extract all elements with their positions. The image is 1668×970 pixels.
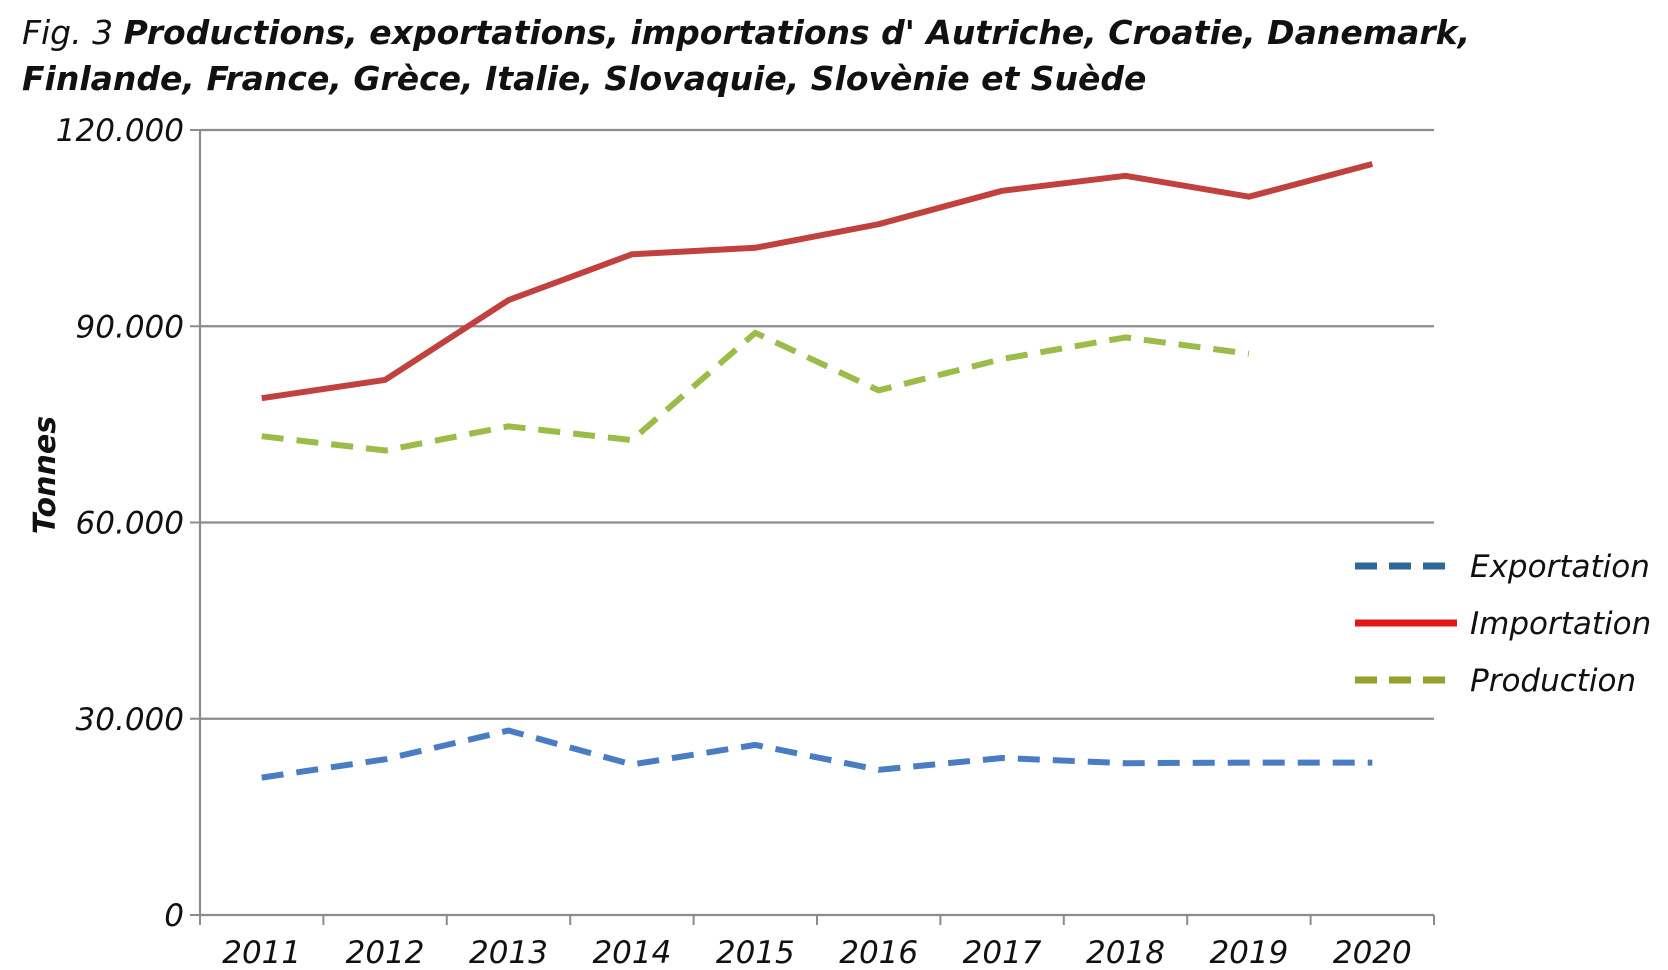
figure-label: Fig. 3 <box>22 13 114 52</box>
legend-label-importation: Importation <box>1470 606 1651 642</box>
x-tick-label: 2013 <box>469 935 548 970</box>
legend-label-exportation: Exportation <box>1470 549 1650 585</box>
x-axis-tick-labels: 2011 2012 2013 2014 2015 2016 2017 2018 2019 2020 <box>222 935 1412 970</box>
x-tick-label: 2017 <box>963 935 1042 970</box>
y-axis-tick-labels: 0 30.000 60.000 90.000 120.000 <box>56 113 184 934</box>
series-lines <box>261 161 1374 781</box>
x-tick-label: 2018 <box>1086 935 1165 970</box>
figure-caption: Fig. 3 Productions, exportations, import… <box>22 10 1622 102</box>
x-tick-label: 2011 <box>222 935 301 970</box>
chart-title: Productions, exportations, importations … <box>22 13 1471 98</box>
y-tick-label: 120.000 <box>56 113 184 149</box>
series-line-importation <box>261 161 1374 402</box>
legend-label-production: Production <box>1470 663 1636 699</box>
x-tick-label: 2015 <box>716 935 795 970</box>
x-tick-label: 2019 <box>1209 935 1288 970</box>
y-tick-label: 0 <box>164 898 184 934</box>
series-line-production <box>261 329 1250 454</box>
series-line-exportation <box>261 727 1373 781</box>
x-tick-label: 2012 <box>346 935 425 970</box>
axes <box>190 129 1435 925</box>
y-axis-title: Tonnes <box>28 416 63 534</box>
x-tick-label: 2016 <box>839 935 918 970</box>
x-tick-label: 2014 <box>592 935 671 970</box>
y-tick-label: 30.000 <box>76 702 184 738</box>
y-tick-label: 60.000 <box>76 506 184 542</box>
gridlines <box>200 128 1434 720</box>
x-tick-label: 2020 <box>1333 935 1412 970</box>
legend: Exportation Importation Production <box>1355 549 1651 699</box>
y-tick-label: 90.000 <box>76 309 184 345</box>
